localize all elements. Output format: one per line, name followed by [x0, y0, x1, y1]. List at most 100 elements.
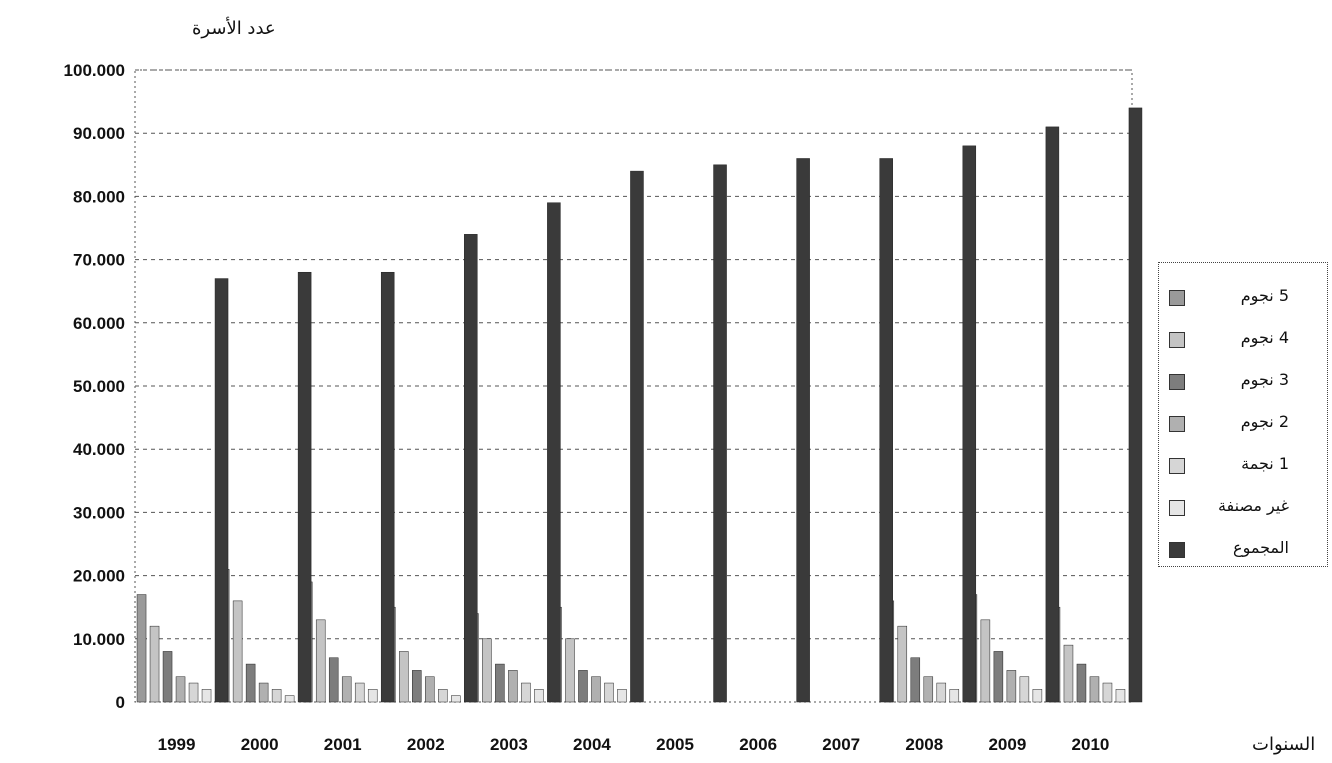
bar	[162, 651, 173, 703]
bar	[245, 663, 256, 703]
y-tick-label: 10.000	[73, 630, 125, 649]
legend-label: 2 نجوم	[1240, 412, 1289, 431]
legend-item: 2 نجوم	[1159, 407, 1327, 437]
legend-swatch	[1169, 290, 1185, 306]
bar	[149, 625, 160, 703]
x-tick-label: 2010	[1072, 735, 1110, 754]
bar	[214, 278, 229, 703]
legend-swatch	[1169, 458, 1185, 474]
bar	[565, 638, 575, 703]
x-axis-ticks: 1999 2000 2001 2002 2003 2004 2005 2006 2007 2008…	[158, 735, 1110, 754]
bar	[547, 202, 561, 703]
bar	[297, 271, 312, 703]
legend-label: المجموع	[1233, 538, 1289, 557]
x-axis-label: السنوات	[1252, 734, 1315, 755]
y-tick-label: 70.000	[73, 251, 125, 270]
bar	[936, 682, 947, 703]
bar	[438, 689, 448, 703]
bar	[1032, 689, 1043, 703]
bar	[578, 670, 588, 703]
bar	[482, 638, 492, 703]
bar	[949, 689, 960, 703]
y-axis-ticks: 0 10.000 20.000 30.000 40.000 50.000 60.000 70.…	[64, 61, 125, 712]
bar	[399, 651, 409, 703]
legend-swatch	[1169, 542, 1185, 558]
x-tick-label: 2001	[324, 735, 362, 754]
y-tick-label: 90.000	[73, 124, 125, 143]
y-tick-label: 40.000	[73, 440, 125, 459]
bars	[136, 107, 1143, 703]
legend-item: المجموع	[1159, 533, 1327, 563]
bar	[1063, 644, 1074, 703]
y-tick-label: 50.000	[73, 377, 125, 396]
bar	[188, 682, 199, 703]
bar	[425, 676, 435, 703]
bar	[495, 663, 505, 703]
bar	[521, 682, 531, 703]
bar	[993, 651, 1004, 703]
y-tick-label: 0	[116, 693, 125, 712]
bar	[380, 271, 395, 703]
legend-swatch	[1169, 374, 1185, 390]
bar	[962, 145, 977, 703]
bar	[897, 625, 908, 703]
bar	[1089, 676, 1100, 703]
bar	[591, 676, 601, 703]
legend: 5 نجوم 4 نجوم 3 نجوم 2 نجوم 1 نجمة غير مصنفة ا…	[1158, 262, 1328, 567]
bar	[258, 682, 269, 703]
bar	[201, 689, 212, 703]
legend-swatch	[1169, 332, 1185, 348]
x-tick-label: 2009	[988, 735, 1026, 754]
legend-item: 4 نجوم	[1159, 323, 1327, 353]
bar	[341, 676, 352, 703]
bar	[1128, 107, 1143, 703]
y-tick-label: 30.000	[73, 503, 125, 522]
bar	[412, 670, 422, 703]
legend-item: 5 نجوم	[1159, 281, 1327, 311]
bar	[923, 676, 934, 703]
bar	[464, 234, 478, 703]
bar	[367, 689, 378, 703]
bar	[1006, 670, 1017, 703]
legend-item: غير مصنفة	[1159, 491, 1327, 521]
y-axis-label: عدد الأسرة	[192, 17, 276, 39]
x-tick-label: 2007	[822, 735, 860, 754]
bar	[1076, 663, 1087, 703]
x-tick-label: 2006	[739, 735, 777, 754]
legend-label: 4 نجوم	[1240, 328, 1289, 347]
x-tick-label: 2002	[407, 735, 445, 754]
legend-label: 1 نجمة	[1241, 454, 1289, 473]
x-tick-label: 2003	[490, 735, 528, 754]
bar	[271, 689, 282, 703]
legend-swatch	[1169, 416, 1185, 432]
legend-label: 5 نجوم	[1240, 286, 1289, 305]
bar	[630, 170, 644, 703]
bar	[980, 619, 991, 703]
legend-item: 3 نجوم	[1159, 365, 1327, 395]
bar	[617, 689, 627, 703]
x-tick-label: 1999	[158, 735, 196, 754]
bar	[910, 657, 921, 703]
legend-swatch	[1169, 500, 1185, 516]
legend-label: غير مصنفة	[1217, 496, 1289, 515]
bar	[796, 158, 810, 703]
bar	[534, 689, 544, 703]
y-tick-label: 100.000	[64, 61, 125, 80]
y-tick-label: 80.000	[73, 187, 125, 206]
bar	[354, 682, 365, 703]
bar	[713, 164, 727, 703]
bar	[284, 695, 295, 703]
bar	[1019, 676, 1030, 703]
bar	[879, 158, 893, 703]
bar	[136, 594, 147, 703]
bar	[604, 682, 614, 703]
y-tick-label: 20.000	[73, 567, 125, 586]
bar	[315, 619, 326, 703]
bar	[451, 695, 461, 703]
x-tick-label: 2000	[241, 735, 279, 754]
y-tick-label: 60.000	[73, 314, 125, 333]
bar	[232, 600, 243, 703]
x-tick-label: 2004	[573, 735, 611, 754]
legend-label: 3 نجوم	[1240, 370, 1289, 389]
